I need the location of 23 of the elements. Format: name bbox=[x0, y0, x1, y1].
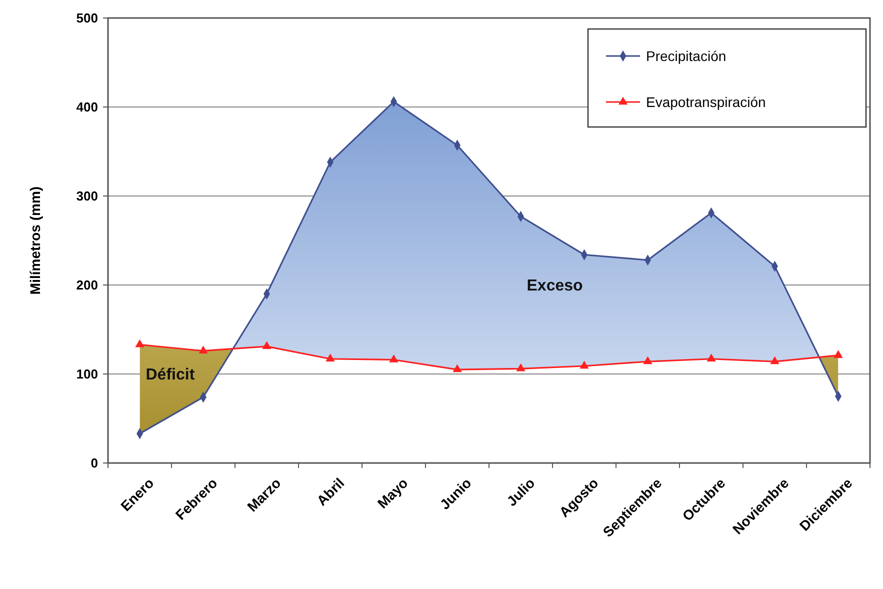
y-tick-label: 200 bbox=[76, 278, 98, 293]
y-tick-label: 100 bbox=[76, 366, 98, 382]
y-tick-label: 300 bbox=[76, 188, 98, 204]
point bbox=[834, 350, 843, 358]
point bbox=[516, 363, 526, 372]
y-tick-label: 0 bbox=[90, 456, 98, 471]
annotation: Exceso bbox=[526, 278, 584, 295]
y-tick-label: 400 bbox=[76, 100, 98, 115]
point bbox=[770, 356, 780, 364]
point bbox=[262, 341, 272, 350]
point bbox=[389, 354, 398, 362]
legend-label: Evapotranspiración bbox=[646, 94, 766, 110]
point bbox=[326, 354, 335, 362]
point bbox=[198, 346, 208, 354]
point bbox=[706, 354, 716, 362]
annotation: Déficit bbox=[146, 366, 196, 384]
legend-label: Precipitación bbox=[646, 48, 726, 64]
point bbox=[135, 339, 144, 348]
point bbox=[580, 360, 589, 369]
y-tick-label: 500 bbox=[76, 10, 98, 26]
point bbox=[452, 364, 462, 372]
y-axis-title: Milímetros (mm) bbox=[27, 186, 43, 295]
point bbox=[643, 356, 652, 364]
